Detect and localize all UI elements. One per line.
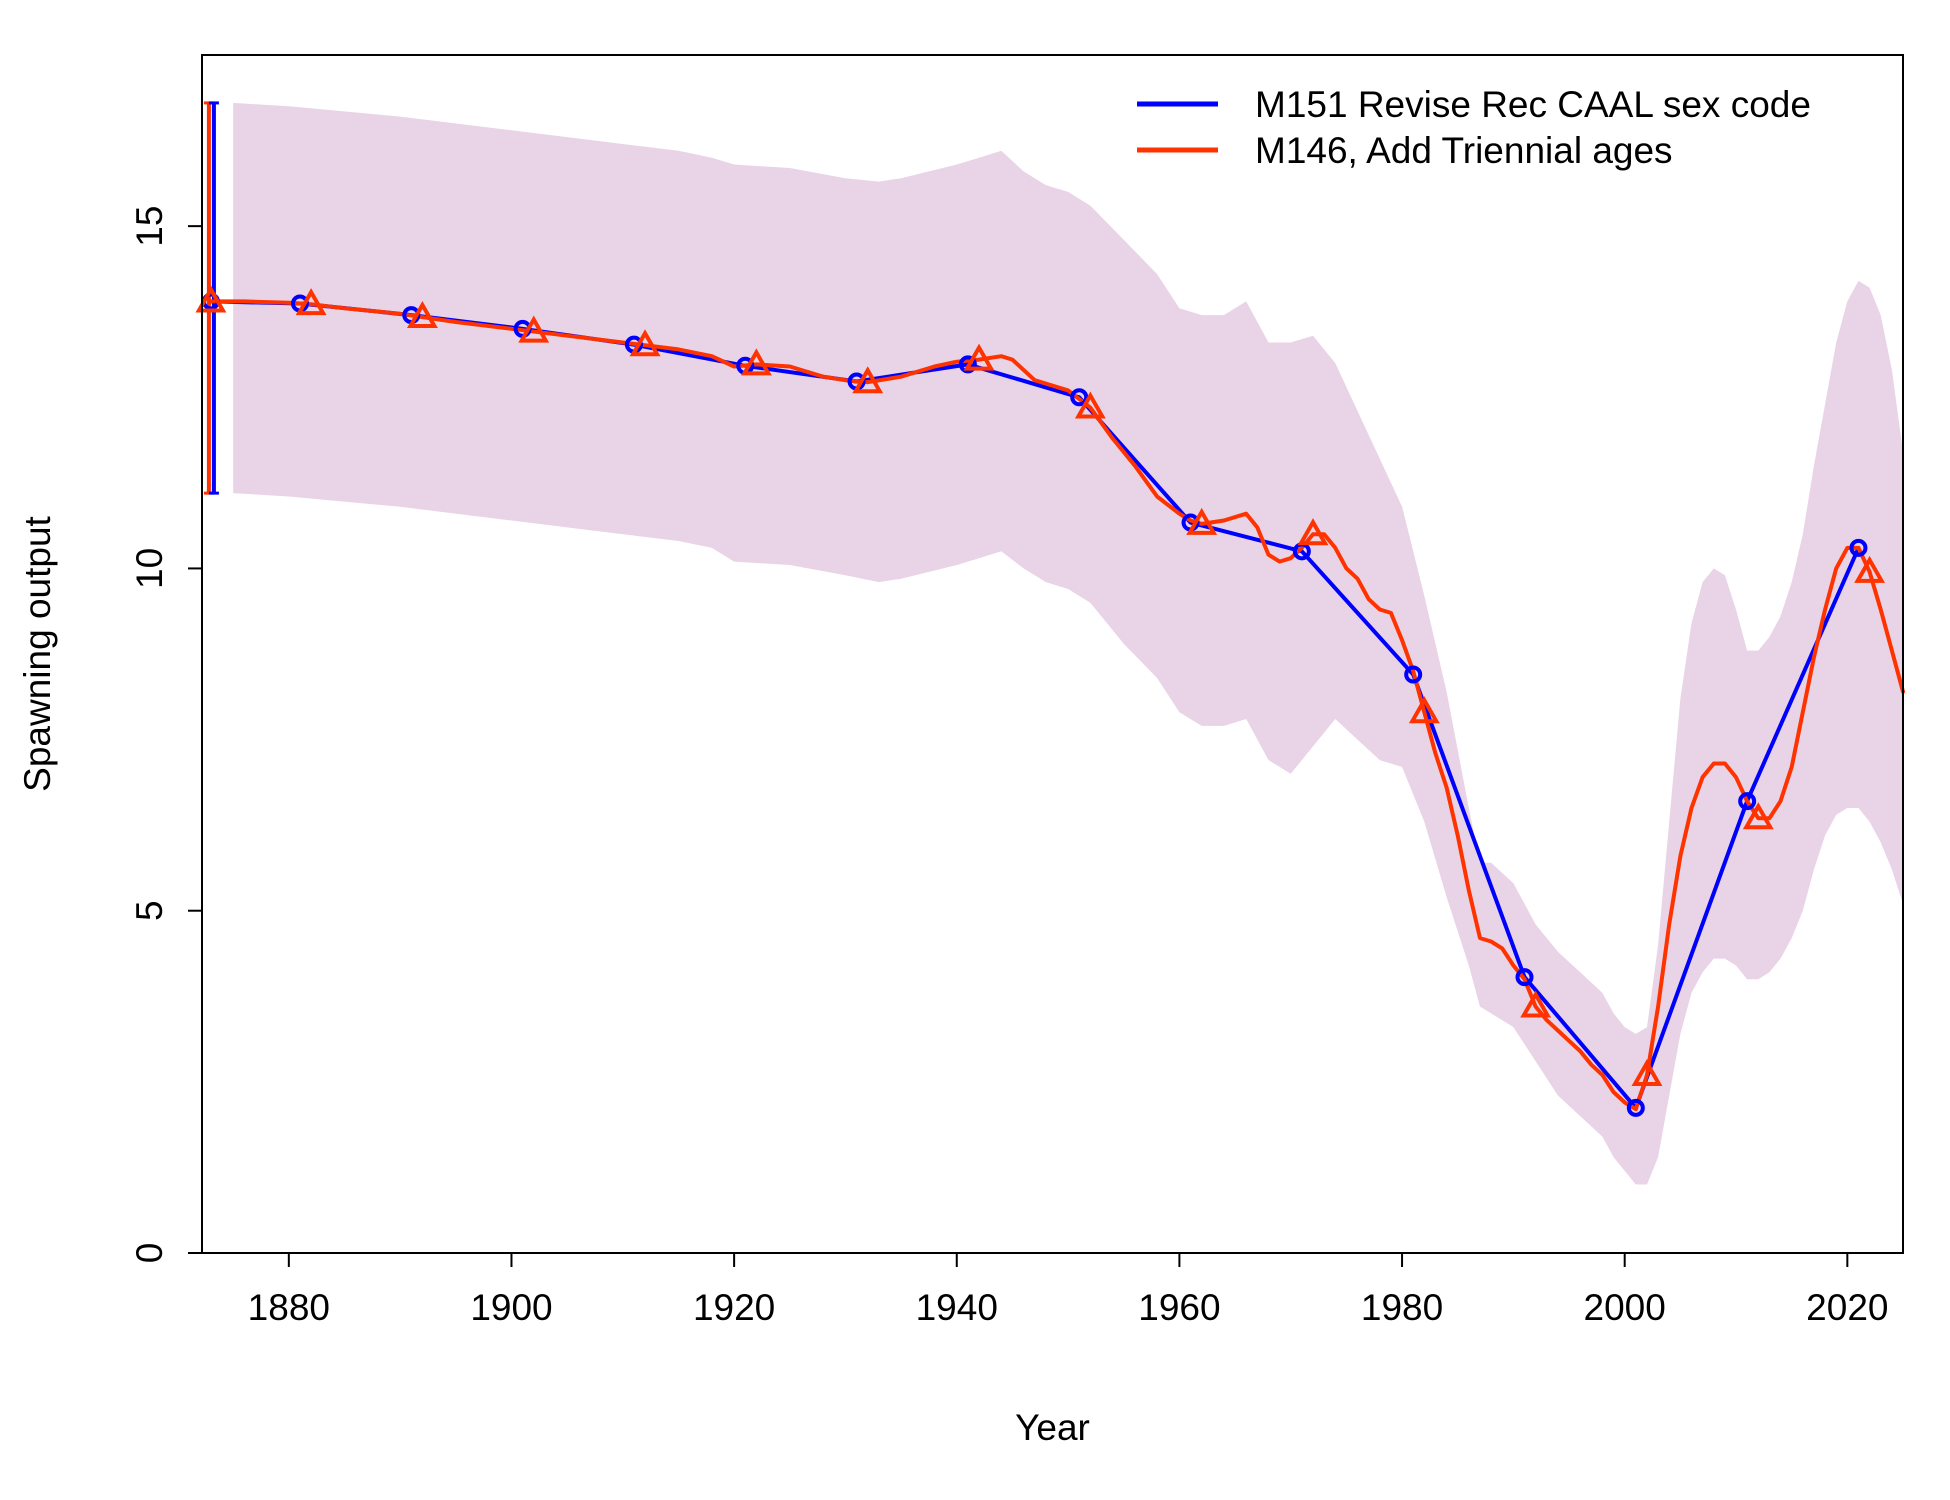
series-1-point <box>1738 792 1757 811</box>
series-2-point <box>195 285 227 313</box>
y-axis-title: Spawning output <box>17 515 58 791</box>
legend: M151 Revise Rec CAAL sex code M146, Add T… <box>1137 84 1811 171</box>
legend-label-2: M146, Add Triennial ages <box>1255 130 1673 171</box>
x-tick-label: 1940 <box>916 1287 998 1328</box>
series-1-point <box>958 355 977 374</box>
x-tick-label: 2000 <box>1584 1287 1666 1328</box>
series-2-point <box>1854 555 1886 583</box>
series-2-point <box>406 301 438 329</box>
series-1-point <box>1404 665 1423 684</box>
x-axis: 1880 1900 1920 1940 1960 1980 2000 2020 <box>248 1252 1903 1328</box>
y-tick-label: 15 <box>129 206 170 247</box>
y-tick-label: 5 <box>129 900 170 921</box>
series-2-point <box>295 288 327 316</box>
series-2-point <box>1520 990 1552 1018</box>
series-1-point <box>1070 388 1089 407</box>
series-1-point <box>1626 1098 1645 1117</box>
series-2-point <box>852 366 884 394</box>
series-2-point <box>1408 696 1440 724</box>
series-lines <box>208 299 1905 1112</box>
series-2-point <box>1742 802 1774 830</box>
series-line-2 <box>208 299 1905 1112</box>
y-tick-label: 10 <box>129 548 170 589</box>
y-tick-label: 0 <box>129 1243 170 1264</box>
series-2-point <box>1631 1058 1663 1087</box>
y-axis: 0 5 10 15 <box>129 206 202 1264</box>
legend-label-1: M151 Revise Rec CAAL sex code <box>1255 84 1811 125</box>
x-tick-label: 1900 <box>470 1287 552 1328</box>
series-2-point <box>1074 391 1106 419</box>
series-2-point <box>963 343 995 371</box>
series-2-point <box>740 348 772 376</box>
x-tick-label: 1880 <box>248 1287 330 1328</box>
series-2-point <box>629 329 661 357</box>
series-1-point <box>1849 538 1868 557</box>
series-markers <box>195 285 1886 1117</box>
x-tick-label: 2020 <box>1806 1287 1888 1328</box>
confidence-band <box>233 102 1904 1185</box>
series-2-point <box>518 315 550 343</box>
series-1-point <box>1515 968 1534 987</box>
series-2-point <box>1297 518 1329 546</box>
x-axis-title: Year <box>1015 1407 1090 1448</box>
x-tick-label: 1920 <box>693 1287 775 1328</box>
confidence-band-area <box>233 102 1904 1185</box>
x-tick-label: 1980 <box>1361 1287 1443 1328</box>
series-2-point <box>1186 507 1218 535</box>
x-tick-label: 1960 <box>1138 1287 1220 1328</box>
